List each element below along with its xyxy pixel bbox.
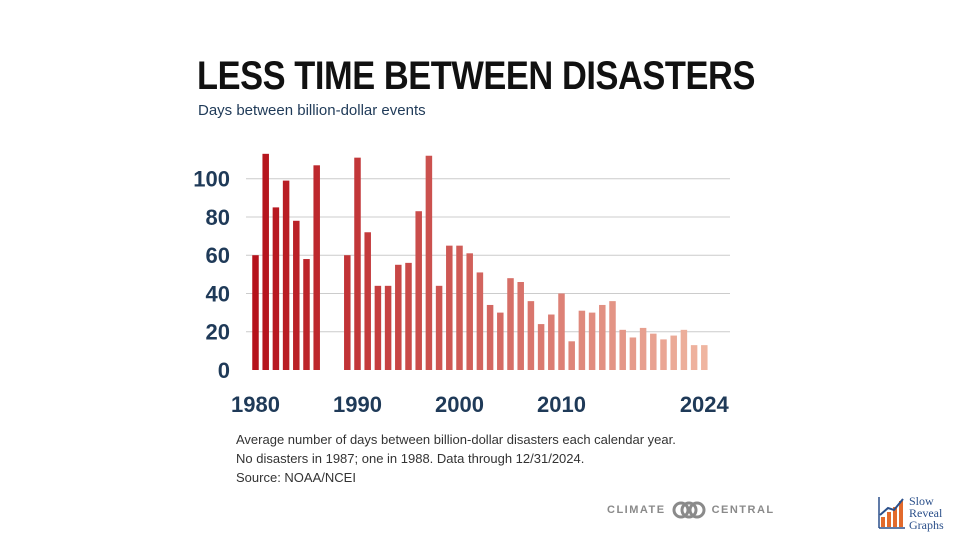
bar-2002 xyxy=(476,272,484,370)
bar-2001 xyxy=(466,253,473,370)
bar-2000 xyxy=(456,245,463,370)
bar-2013 xyxy=(588,312,596,370)
bar-2005 xyxy=(507,278,514,370)
x-tick-label-1980: 1980 xyxy=(231,392,280,417)
bar-2008 xyxy=(537,324,545,370)
linked-circles-icon xyxy=(672,501,706,519)
x-tick-label-1990: 1990 xyxy=(333,392,382,417)
bar-1990 xyxy=(354,157,361,370)
srg-word-graphs: Graphs xyxy=(909,518,944,532)
footnote-line-2: No disasters in 1987; one in 1988. Data … xyxy=(236,451,585,466)
chart-subtitle: Days between billion-dollar events xyxy=(198,102,426,119)
y-tick-label-40: 40 xyxy=(206,281,230,306)
footnote-line-1: Average number of days between billion-d… xyxy=(236,432,676,447)
bar-1996 xyxy=(415,211,422,370)
bar-2017 xyxy=(629,337,637,370)
bar-2003 xyxy=(486,304,494,370)
bar-1989 xyxy=(344,255,351,370)
bar-1981 xyxy=(262,153,269,370)
bar-2016 xyxy=(619,329,626,370)
bar-2020 xyxy=(660,339,667,370)
bar-2021 xyxy=(670,335,677,370)
bar-1980 xyxy=(252,255,259,370)
y-tick-label-0: 0 xyxy=(218,358,230,383)
bar-2012 xyxy=(578,310,586,370)
bar-1999 xyxy=(446,245,453,370)
climate-central-left-word: CLIMATE xyxy=(607,504,666,516)
x-tick-label-2010: 2010 xyxy=(537,392,586,417)
bar-2022 xyxy=(680,329,688,370)
bar-2014 xyxy=(599,304,606,370)
y-tick-label-100: 100 xyxy=(193,167,230,192)
bar-2023 xyxy=(690,345,698,370)
bar-1984 xyxy=(293,220,300,370)
bar-2004 xyxy=(497,312,504,370)
bar-2011 xyxy=(568,341,575,370)
srg-word-slow: Slow xyxy=(909,494,934,508)
bar-1995 xyxy=(405,262,412,370)
bar-1997 xyxy=(425,155,433,370)
bar-2018 xyxy=(639,327,647,370)
x-tick-label-2024: 2024 xyxy=(680,392,730,417)
climate-central-right-word: CENTRAL xyxy=(711,504,775,516)
bar-1998 xyxy=(435,285,443,370)
bar-1983 xyxy=(282,180,290,370)
chart-footnote: Average number of days between billion-d… xyxy=(236,430,676,487)
bar-2010 xyxy=(558,293,565,370)
bar-1982 xyxy=(272,207,280,370)
y-tick-label-80: 80 xyxy=(206,205,230,230)
bar-1985 xyxy=(303,259,310,370)
bar-chart-arrow-icon xyxy=(878,497,905,529)
bar-1991 xyxy=(364,232,371,370)
bar-1993 xyxy=(384,285,392,370)
x-tick-label-2000: 2000 xyxy=(435,392,484,417)
climate-central-logo: CLIMATE CENTRAL xyxy=(607,501,775,519)
y-tick-label-20: 20 xyxy=(206,320,230,345)
bar-2009 xyxy=(548,314,555,370)
srg-word-reveal: Reveal xyxy=(909,506,943,520)
y-tick-label-60: 60 xyxy=(206,243,230,268)
bar-2019 xyxy=(650,333,657,370)
bar-1986 xyxy=(313,165,320,370)
bar-2006 xyxy=(517,282,524,370)
bar-1994 xyxy=(395,264,402,370)
bar-2024 xyxy=(701,345,708,370)
bar-1992 xyxy=(374,285,382,370)
bar-2015 xyxy=(609,301,616,370)
bar-2007 xyxy=(527,301,535,370)
slow-reveal-graphs-logo: Slow Reveal Graphs xyxy=(878,495,944,531)
footnote-source: Source: NOAA/NCEI xyxy=(236,470,356,485)
page-title: LESS TIME BETWEEN DISASTERS xyxy=(197,54,755,98)
